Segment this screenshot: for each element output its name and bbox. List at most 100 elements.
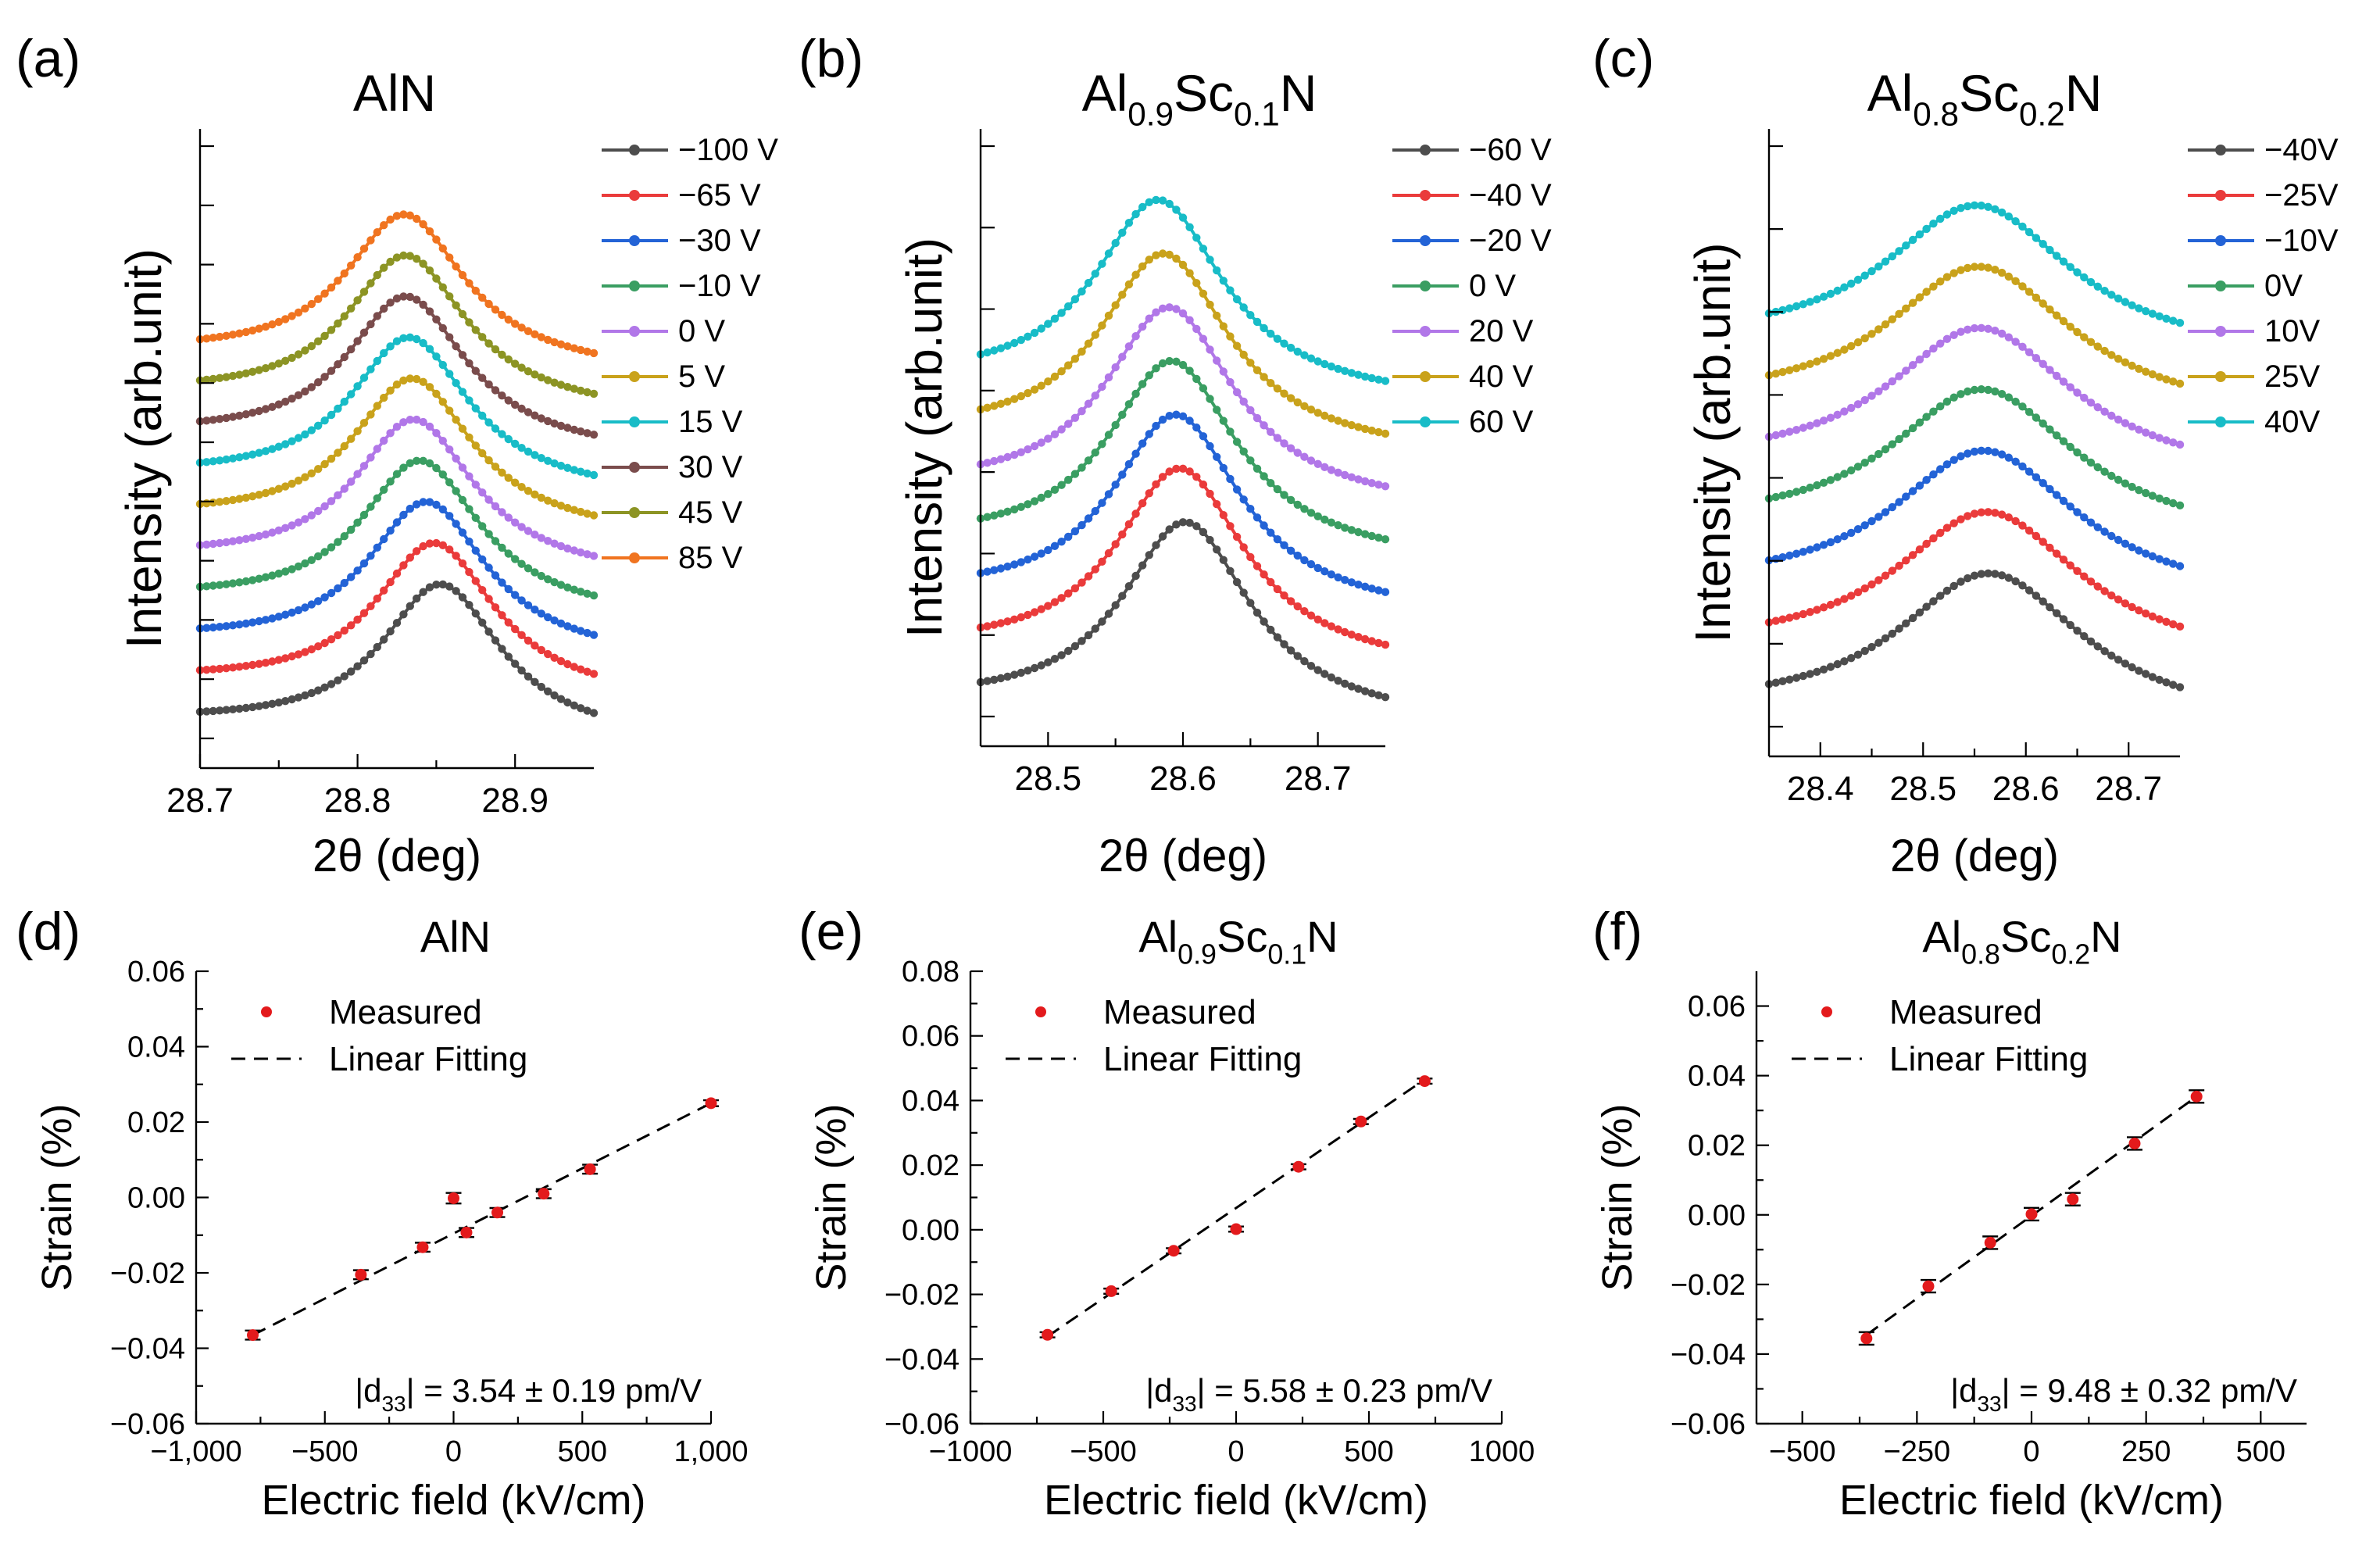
data-point [1977,446,1985,455]
data-point [1044,658,1052,667]
data-point [2107,291,2116,299]
data-point [399,418,408,427]
data-point [1030,441,1039,451]
panel-label: (a) [16,29,80,88]
data-point [1313,563,1322,573]
data-point [1771,492,1780,502]
data-point [1367,373,1376,383]
data-point [1172,206,1181,214]
panel-label: (d) [16,902,80,961]
data-point [1867,642,1876,652]
data-point [589,431,599,439]
data-point [1199,334,1208,343]
data-point [1300,452,1309,461]
y-tick-label: −0.02 [1671,1269,1746,1302]
data-point [241,534,250,543]
data-point [2107,591,2116,600]
y-tick-label: −0.06 [1671,1408,1746,1441]
data-point [2148,370,2157,379]
data-point [1131,509,1140,518]
data-point [1320,359,1329,369]
data-point [2018,521,2027,530]
data-point [2169,377,2178,386]
data-point [2032,354,2041,363]
data-point [517,444,526,452]
data-point [1341,419,1349,427]
y-tick-label: 0.06 [902,1020,960,1053]
data-point [2032,531,2041,541]
data-point [1124,520,1134,529]
data-point [2066,442,2074,452]
x-tick-label: 28.7 [1285,759,1352,798]
data-point [1341,627,1349,637]
data-point [1077,287,1086,296]
data-point [1057,309,1066,317]
data-point [1172,357,1181,366]
data-point [517,631,526,639]
data-point [1984,202,1992,211]
data-point [209,623,217,632]
data-point [1232,388,1242,397]
data-point [281,524,290,532]
x-tick-label: −500 [291,1435,359,1468]
data-point [419,417,427,427]
data-point [445,406,454,415]
data-point [445,478,454,487]
data-point [1341,679,1349,688]
data-point [301,346,309,355]
data-point [1347,420,1356,430]
data-point [1017,335,1026,345]
data-point [498,508,506,516]
data-point [413,500,421,509]
data-point [1213,311,1221,320]
data-point [1785,304,1794,313]
data-point [452,262,460,271]
data-point [419,541,427,551]
data-point [281,482,290,491]
data-point [1091,270,1100,278]
data-point [577,467,585,476]
data-point [359,609,369,617]
data-point [392,470,402,478]
annotation-prefix: |d [1145,1372,1172,1409]
legend-marker [1420,145,1431,155]
data-point [1778,553,1787,562]
data-point [1860,459,1869,467]
data-point [1334,416,1342,425]
data-point [556,541,566,551]
data-point [1964,325,1972,334]
data-point [347,304,356,313]
data-point [235,495,244,503]
data-point [327,326,336,334]
x-tick-label: 1,000 [674,1435,748,1468]
data-point [1286,546,1295,555]
y-tick-label: −0.06 [110,1408,185,1441]
data-point [1908,235,1917,245]
data-point [1185,518,1194,527]
data-point [222,455,230,464]
data-point [1327,518,1336,527]
data-point [556,695,566,703]
data-point [498,350,506,359]
data-point [1239,588,1248,597]
data-point [2148,612,2157,621]
data-point [327,454,336,463]
data-point [1280,541,1288,549]
data-point [334,491,342,499]
data-point [307,556,316,564]
legend-label: 10V [2264,314,2320,348]
x-axis-label: Electric field (kV/cm) [1839,1477,2224,1524]
data-point [1826,413,1835,422]
legend-marker [629,416,640,427]
x-tick-label: 28.4 [1787,770,1854,808]
panel-title: Al0.9Sc0.1N [1138,912,1338,970]
data-point [1867,330,1876,338]
data-point [235,620,244,629]
data-point [1219,556,1228,564]
legend-label-fit: Linear Fitting [1889,1040,2088,1078]
data-point [577,704,585,713]
annotation-value: | = 5.58 ± 0.23 pm/V [1197,1372,1492,1409]
data-point [1991,448,1999,456]
data-point [1991,509,1999,517]
data-point [2011,277,2020,285]
